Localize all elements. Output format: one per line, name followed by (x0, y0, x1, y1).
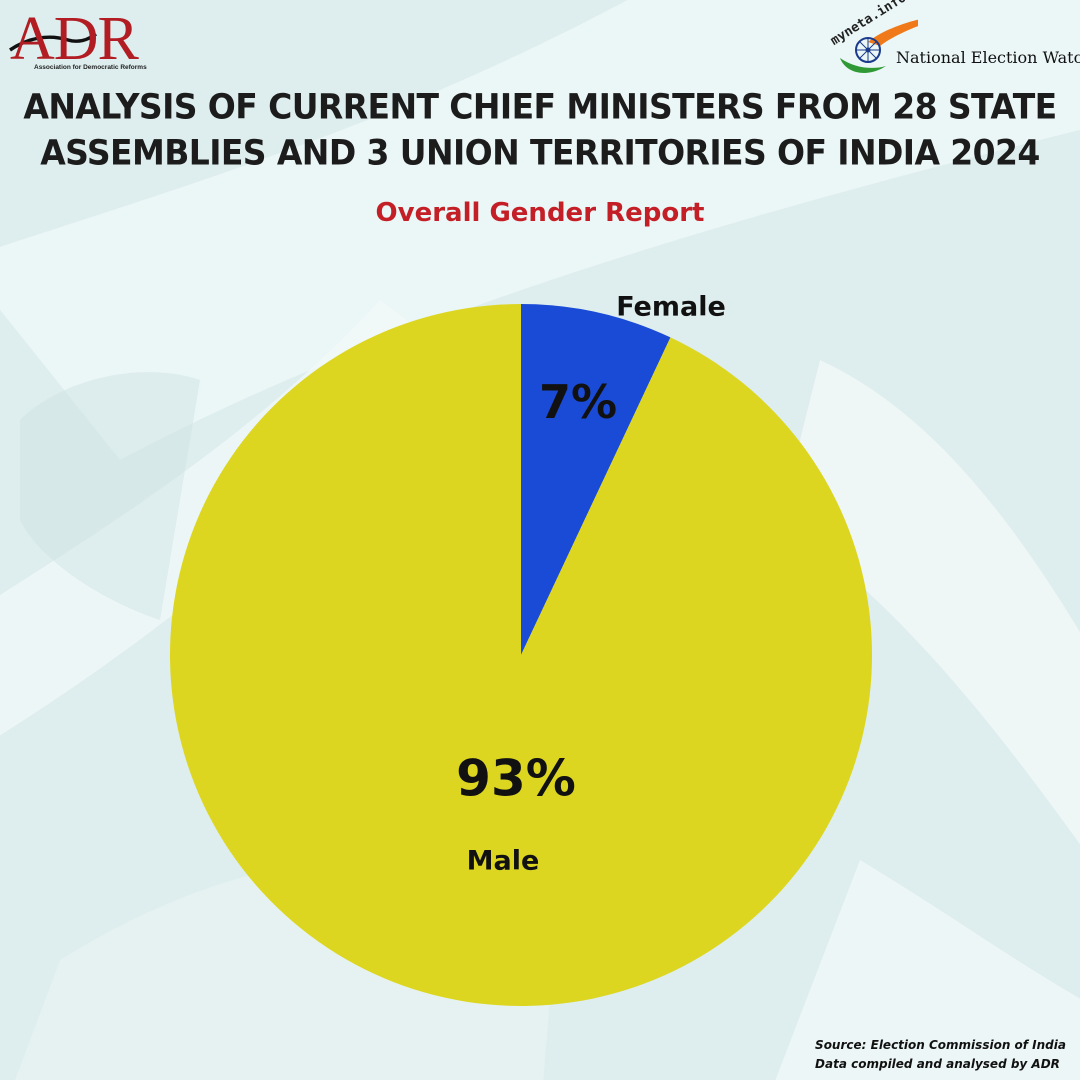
page-title-line-1: ANALYSIS OF CURRENT CHIEF MINISTERS FROM… (23, 85, 1057, 127)
adr-logo: ADR Association for Democratic Reforms (8, 5, 153, 78)
adr-logo-subtitle: Association for Democratic Reforms (34, 64, 147, 71)
tricolor-chakra-icon (840, 19, 918, 73)
source-line-1: Source: Election Commission of India (815, 1038, 1066, 1052)
source-line-2: Data compiled and analysed by ADR (815, 1057, 1060, 1071)
pie-category-label-female: Female (616, 291, 726, 322)
national-election-watch-logo: myneta.info National Election Watch (828, 0, 1080, 80)
page-title-line-2: ASSEMBLIES AND 3 UNION TERRITORIES OF IN… (40, 132, 1040, 174)
pie-slice-female (521, 304, 671, 655)
source-note: Source: Election Commission of India Dat… (815, 1036, 1066, 1074)
national-election-watch-text: National Election Watch (896, 48, 1080, 67)
page-title: ANALYSIS OF CURRENT CHIEF MINISTERS FROM… (0, 84, 1080, 176)
adr-logo-text: ADR (10, 5, 139, 73)
pie-value-label-male: 93% (456, 750, 576, 808)
adr-swoosh-icon (9, 32, 98, 52)
pie-value-label-female: 7% (539, 375, 617, 429)
pie-slice-male (169, 304, 872, 1006)
pie-category-label-male: Male (467, 845, 540, 876)
chart-subtitle: Overall Gender Report (375, 198, 705, 228)
